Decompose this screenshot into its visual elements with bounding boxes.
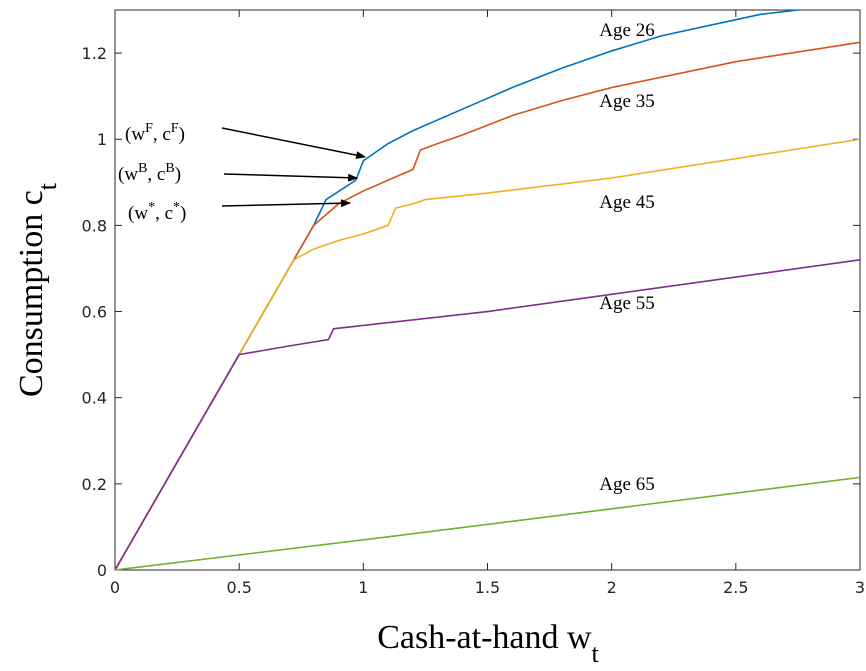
annotation-text: (w xyxy=(125,124,145,145)
annotation-sup: F xyxy=(145,121,153,136)
annotation-sup: B xyxy=(138,161,147,176)
annotation-arrow xyxy=(221,127,367,160)
y-axis-label-main: Consumption c xyxy=(13,190,50,397)
y-tick-label: 0.8 xyxy=(82,216,107,235)
annotation-sup: * xyxy=(173,200,180,215)
series-line xyxy=(114,476,861,571)
annotation-text: ) xyxy=(175,164,181,185)
annotation-arrow xyxy=(223,173,359,182)
y-tick-label: 0 xyxy=(97,561,107,580)
series-line xyxy=(114,259,861,571)
annotation-text: (w xyxy=(118,164,138,185)
annotation-label: (w*, c*) xyxy=(128,200,186,224)
x-axis-label-sub: t xyxy=(592,639,600,668)
annotation-label: (wF, cF) xyxy=(125,121,185,145)
annotation-text: (w xyxy=(128,203,148,224)
series-line xyxy=(114,138,861,571)
x-tick-label: 1 xyxy=(358,578,368,597)
x-tick-label: 2.5 xyxy=(723,578,748,597)
annotation-sup: * xyxy=(148,200,155,215)
annotation-sup: B xyxy=(165,161,174,176)
series-label: Age 45 xyxy=(599,192,654,213)
y-axis-label-sub: t xyxy=(33,182,62,190)
y-tick-label: 0.2 xyxy=(82,475,107,494)
x-axis-label: Cash-at-hand wt xyxy=(377,619,599,668)
y-tick-label: 1 xyxy=(97,130,107,149)
annotation-text: ) xyxy=(180,203,186,224)
annotation-text: ) xyxy=(179,124,185,145)
y-tick-label: 0.4 xyxy=(82,389,107,408)
x-tick-label: 3 xyxy=(855,578,865,597)
x-tick-label: 0 xyxy=(110,578,120,597)
annotation-text: , c xyxy=(155,203,173,224)
series-label: Age 35 xyxy=(599,91,654,112)
x-axis-label-main: Cash-at-hand w xyxy=(377,619,592,656)
annotation-text: , c xyxy=(153,124,171,145)
y-tick-label: 0.6 xyxy=(82,303,107,322)
series-label: Age 65 xyxy=(599,474,654,495)
annotation-sup: F xyxy=(171,121,179,136)
y-tick-label: 1.2 xyxy=(82,44,107,63)
series-label: Age 55 xyxy=(599,293,654,314)
series-label: Age 26 xyxy=(599,20,654,41)
annotation-text: , c xyxy=(147,164,165,185)
x-tick-label: 0.5 xyxy=(226,578,251,597)
series-line xyxy=(114,41,861,571)
annotation-label: (wB, cB) xyxy=(118,161,181,185)
y-axis-label: Consumption ct xyxy=(13,182,62,397)
x-tick-label: 1.5 xyxy=(475,578,500,597)
plot-area xyxy=(114,9,861,571)
x-tick-label: 2 xyxy=(607,578,617,597)
annotation-arrow xyxy=(221,199,351,208)
